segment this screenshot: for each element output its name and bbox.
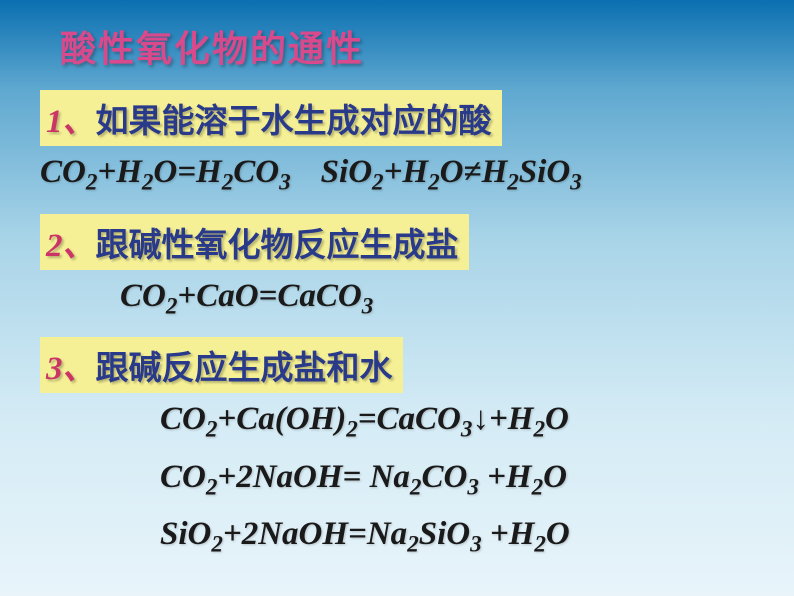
equation: CO2+CaO=CaCO3 — [0, 278, 794, 320]
section-heading-text: 跟碱性氧化物反应生成盐 — [96, 226, 459, 263]
section-heading-2: 2、跟碱性氧化物反应生成盐 — [40, 214, 469, 270]
section-heading-3: 3、跟碱反应生成盐和水 — [40, 337, 403, 393]
equation: CO2+H2O=H2CO3SiO2+H2O≠H2SiO3 — [0, 154, 794, 196]
equation-group: CO2+CaO=CaCO3 — [0, 278, 794, 320]
equation: CO2+Ca(OH)2=CaCO3↓+H2O — [0, 401, 794, 443]
equation: SiO2+2NaOH=Na2SiO3 +H2O — [0, 516, 794, 558]
section-heading-text: 跟碱反应生成盐和水 — [96, 349, 393, 386]
equation-group: CO2+Ca(OH)2=CaCO3↓+H2O CO2+2NaOH= Na2CO3 … — [0, 401, 794, 558]
section-number: 1、 — [46, 104, 96, 140]
equation: CO2+2NaOH= Na2CO3 +H2O — [0, 459, 794, 501]
slide-title: 酸性氧化物的通性 — [0, 0, 794, 72]
sections-container: 1、如果能溶于水生成对应的酸 CO2+H2O=H2CO3SiO2+H2O≠H2Si… — [0, 90, 794, 558]
section-number: 3、 — [46, 351, 96, 387]
section-heading-1: 1、如果能溶于水生成对应的酸 — [40, 90, 502, 146]
section-3: 3、跟碱反应生成盐和水 CO2+Ca(OH)2=CaCO3↓+H2O CO2+2Na… — [0, 337, 794, 558]
section-number: 2、 — [46, 228, 96, 264]
section-heading-text: 如果能溶于水生成对应的酸 — [96, 102, 492, 139]
section-1: 1、如果能溶于水生成对应的酸 CO2+H2O=H2CO3SiO2+H2O≠H2Si… — [0, 90, 794, 196]
equation-group: CO2+H2O=H2CO3SiO2+H2O≠H2SiO3 — [0, 154, 794, 196]
section-2: 2、跟碱性氧化物反应生成盐 CO2+CaO=CaCO3 — [0, 214, 794, 320]
